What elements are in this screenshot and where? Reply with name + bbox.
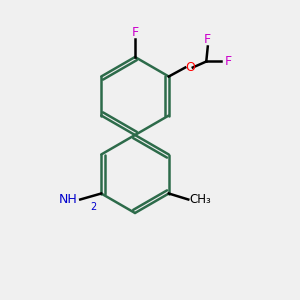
- Text: F: F: [224, 55, 231, 68]
- Text: F: F: [131, 26, 139, 39]
- Text: F: F: [204, 34, 211, 46]
- Text: 2: 2: [91, 202, 97, 212]
- Text: O: O: [185, 61, 195, 74]
- Text: NH: NH: [58, 193, 77, 206]
- Text: CH₃: CH₃: [190, 193, 212, 206]
